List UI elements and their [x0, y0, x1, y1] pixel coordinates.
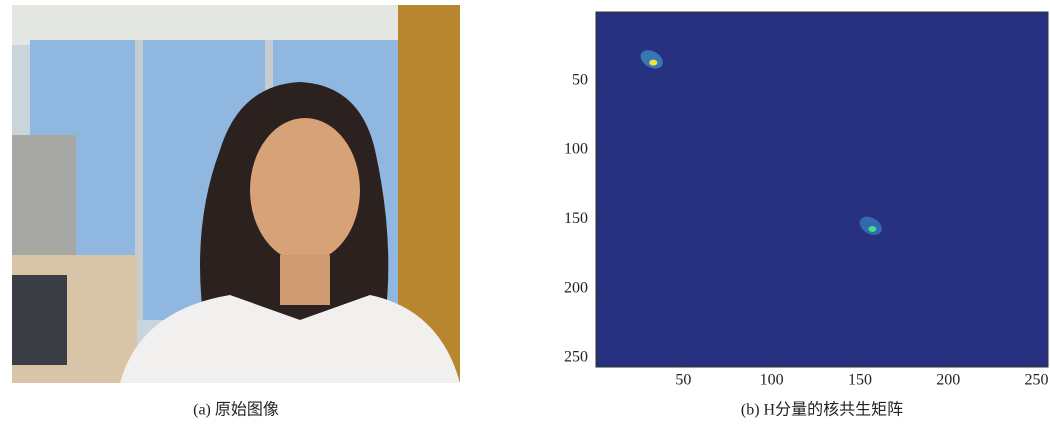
peak: [649, 60, 657, 66]
x-tick-label: 100: [760, 372, 784, 389]
cabinet: [12, 135, 76, 255]
heatmap-background: [596, 12, 1048, 367]
y-tick-label: 250: [564, 349, 588, 366]
x-tick-label: 200: [936, 372, 960, 389]
original-photo: [12, 5, 460, 383]
ceiling: [12, 5, 460, 45]
y-tick-label: 150: [564, 210, 588, 227]
y-tick-label: 200: [564, 279, 588, 296]
x-tick-label: 250: [1025, 372, 1049, 389]
peak: [868, 226, 876, 232]
caption: (b) H分量的核共生矩阵: [741, 401, 903, 419]
y-tick-label: 50: [572, 71, 588, 88]
caption: (a) 原始图像: [193, 401, 279, 419]
face: [250, 118, 360, 262]
monitor: [12, 275, 67, 365]
figure: (a) 原始图像 (b) H分量的核共生矩阵 50 100 150 200 250 50 1…: [0, 0, 1050, 433]
y-tick-label: 100: [564, 141, 588, 158]
neck: [280, 255, 330, 305]
x-tick-label: 50: [675, 372, 691, 389]
x-tick-label: 150: [848, 372, 872, 389]
